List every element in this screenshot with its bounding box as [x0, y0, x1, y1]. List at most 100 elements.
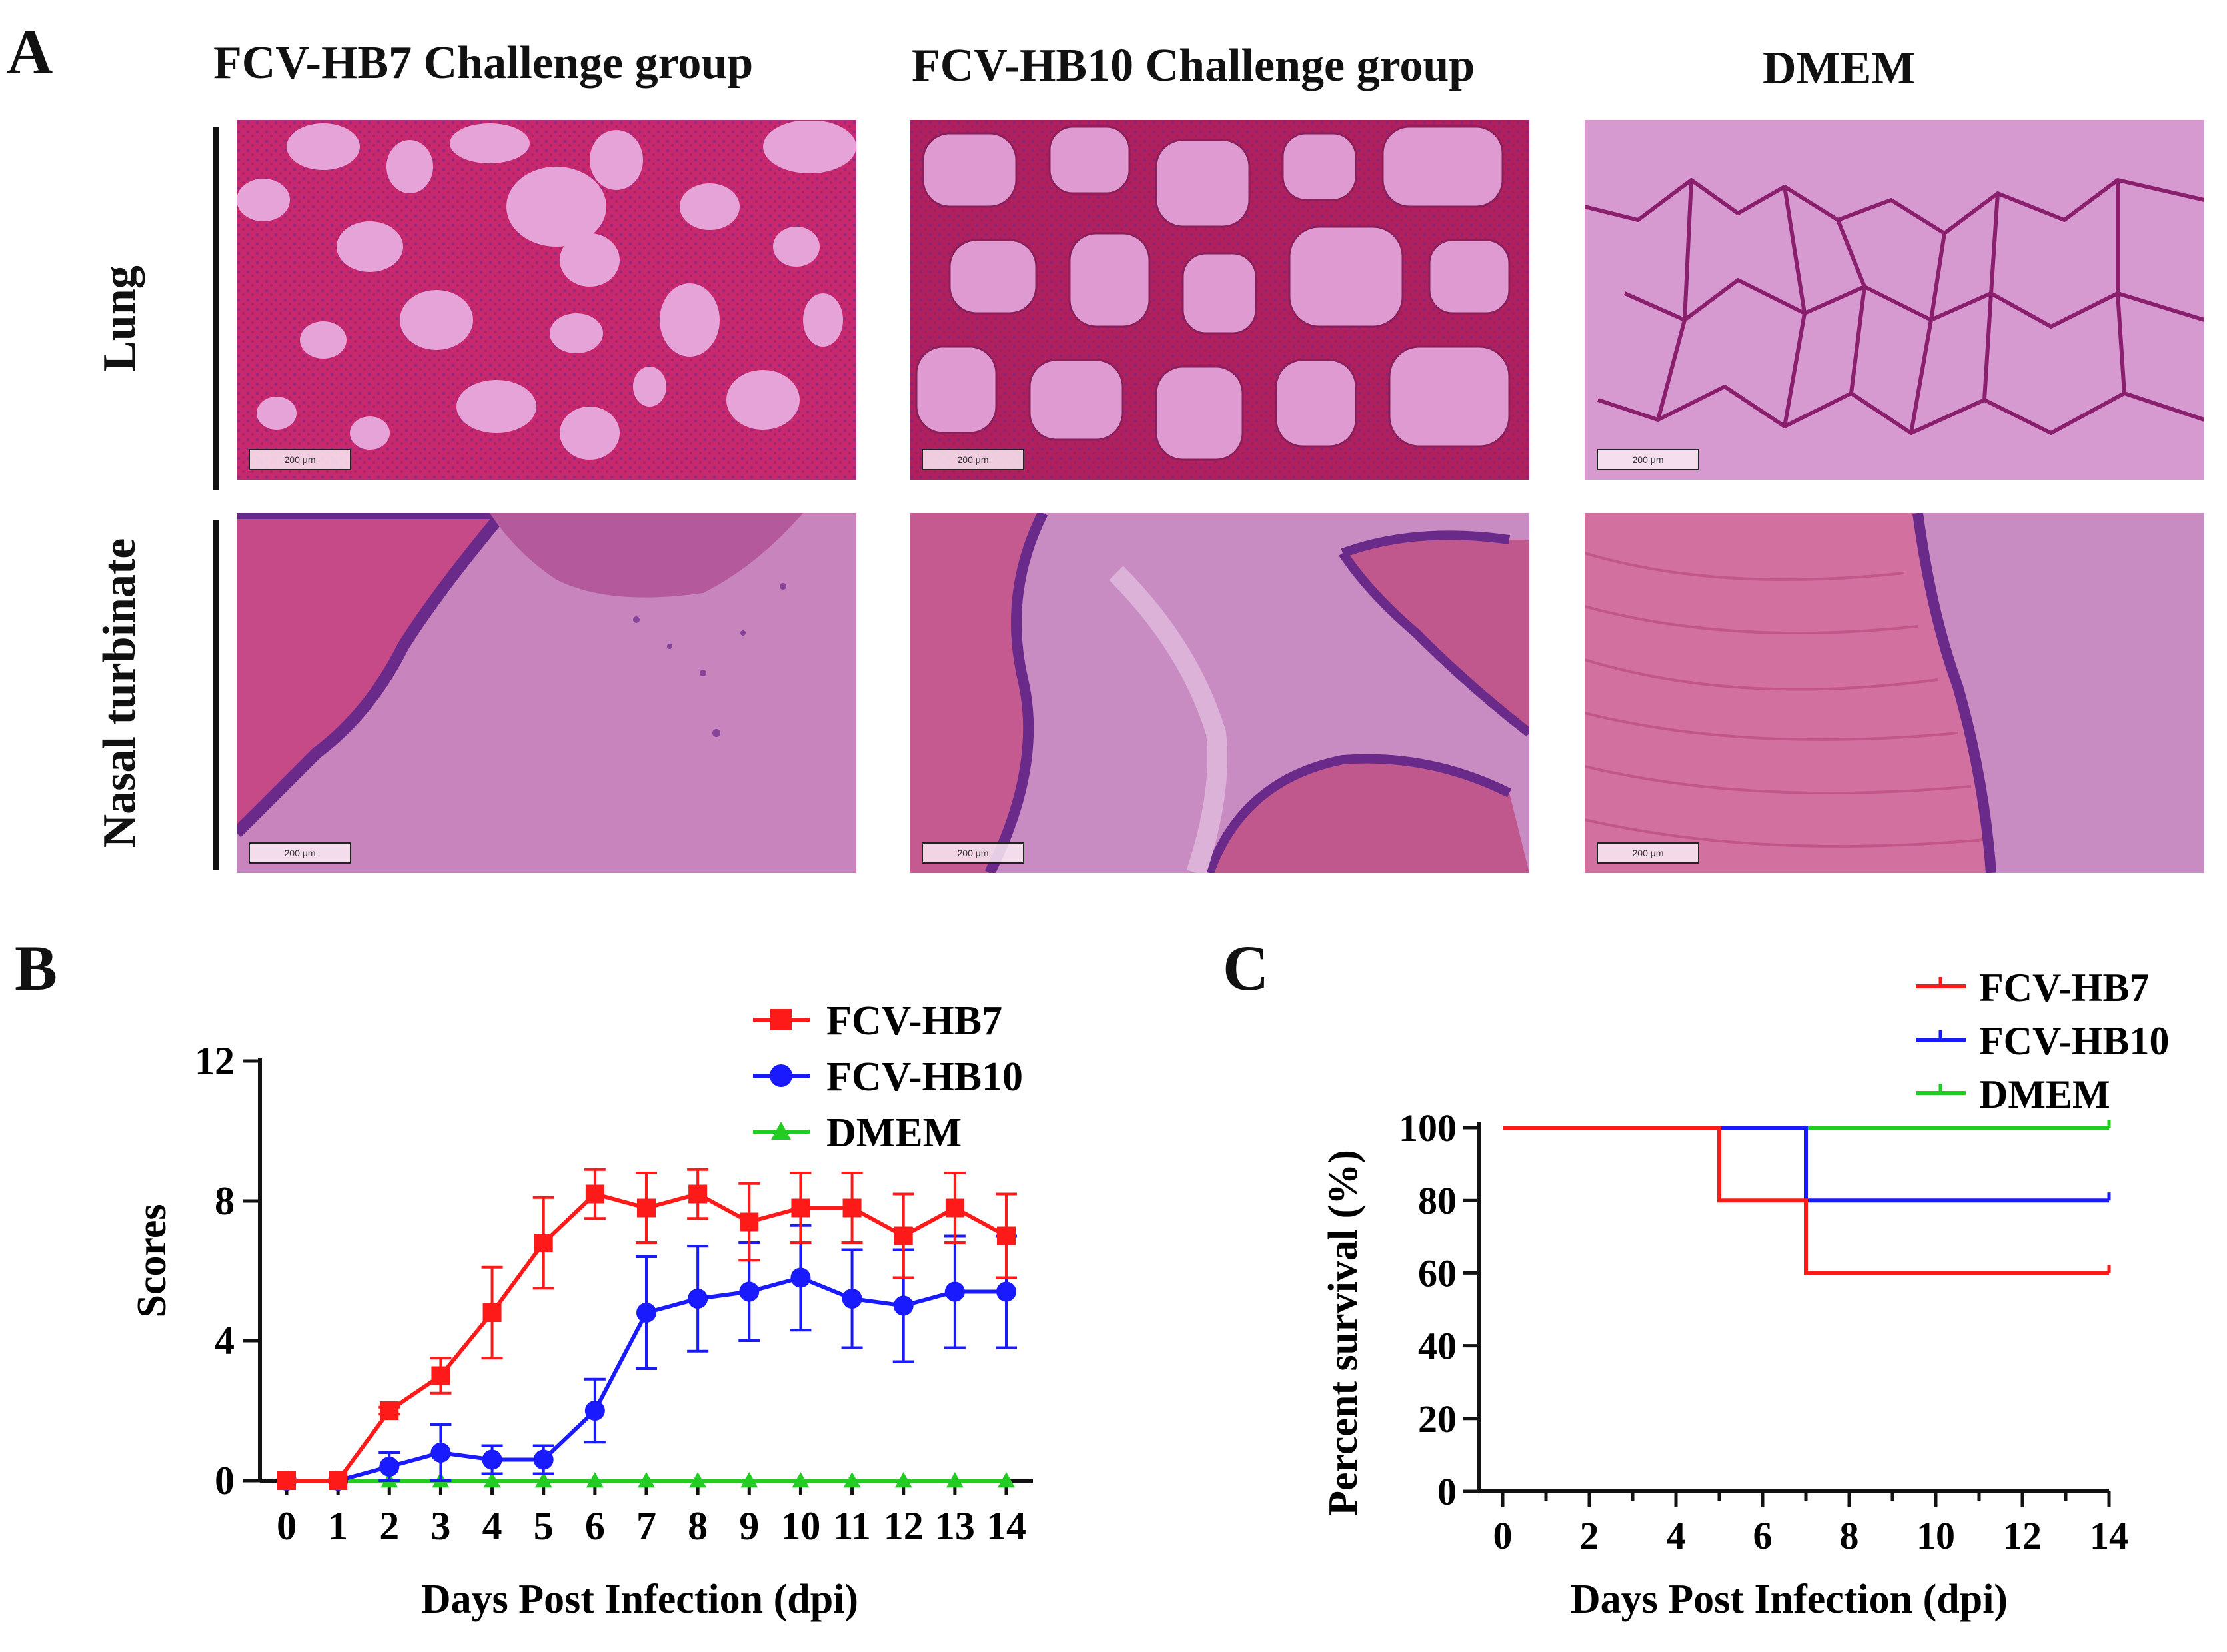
x-tick-label: 10 [1916, 1514, 1955, 1557]
scale-bar: 200 μm [1597, 842, 1699, 864]
micrograph-lung-dmem: 200 μm [1585, 120, 2204, 480]
data-point [638, 1472, 655, 1488]
column-title-hb7: FCV-HB7 Challenge group [213, 37, 754, 89]
scale-bar: 200 μm [249, 449, 351, 470]
data-point [739, 1281, 760, 1302]
y-tick-label: 8 [215, 1179, 235, 1223]
legend-item-dmem: DMEM [1916, 1072, 2110, 1116]
y-tick-label: 4 [215, 1319, 235, 1363]
micrograph-lung-hb7: 200 μm [237, 120, 856, 480]
x-tick-label: 2 [379, 1504, 399, 1548]
data-point [482, 1303, 502, 1322]
y-tick-label: 0 [215, 1459, 235, 1503]
micrograph-nasal-hb7: 200 μm [237, 513, 856, 873]
x-tick-label: 14 [986, 1504, 1026, 1548]
data-point [740, 1472, 758, 1488]
column-title-hb10: FCV-HB10 Challenge group [912, 40, 1475, 91]
data-point [379, 1457, 400, 1477]
legend-item-fcv-hb7: FCV-HB7 [1916, 966, 2150, 1010]
x-tick-label: 12 [2003, 1514, 2042, 1557]
panel-a-letter: A [7, 16, 53, 87]
data-point [380, 1401, 399, 1420]
data-point [584, 1401, 605, 1421]
data-point [894, 1472, 912, 1488]
y-tick-label: 100 [1399, 1106, 1457, 1150]
legend-label: FCV-HB7 [1979, 966, 2150, 1010]
data-point [688, 1289, 708, 1309]
data-point [998, 1472, 1015, 1488]
data-point [842, 1289, 862, 1309]
y-tick-label: 60 [1418, 1251, 1457, 1295]
y-tick-label: 12 [195, 1039, 235, 1083]
x-tick-label: 2 [1580, 1514, 1599, 1557]
data-point [792, 1472, 810, 1488]
series-fcv-hb7 [277, 1168, 1017, 1490]
data-point [996, 1281, 1016, 1302]
scale-bar: 200 μm [922, 842, 1024, 864]
x-tick-label: 4 [1667, 1514, 1686, 1557]
y-tick-label: 40 [1418, 1325, 1457, 1368]
x-tick-label: 3 [430, 1504, 450, 1548]
data-point [586, 1472, 604, 1488]
panel-b-letter: B [15, 932, 58, 1004]
data-point [534, 1472, 552, 1488]
x-tick-label: 7 [636, 1504, 656, 1548]
legend-label: DMEM [826, 1110, 962, 1156]
series-fcv-hb7 [1503, 1126, 2111, 1275]
x-tick-label: 0 [1493, 1514, 1513, 1557]
data-point [997, 1226, 1016, 1245]
micrograph-lung-hb10: 200 μm [910, 120, 1529, 480]
x-axis-label: Days Post Infection (dpi) [421, 1577, 858, 1622]
legend-marker [770, 1009, 792, 1030]
legend-label: FCV-HB10 [826, 1054, 1023, 1100]
data-point [636, 1303, 656, 1323]
data-point [533, 1449, 554, 1470]
micrograph-nasal-hb10: 200 μm [910, 513, 1529, 873]
survival-step-line [1503, 1126, 2109, 1203]
x-tick-label: 4 [482, 1504, 502, 1548]
x-tick-label: 14 [2090, 1514, 2128, 1557]
data-point [843, 1472, 861, 1488]
data-point [329, 1471, 348, 1490]
series-fcv-hb10 [277, 1224, 1017, 1491]
column-title-dmem: DMEM [1763, 43, 1916, 94]
data-point [431, 1366, 450, 1385]
y-tick-label: 20 [1418, 1397, 1457, 1441]
series-dmem [278, 1472, 1015, 1488]
x-tick-label: 6 [1753, 1514, 1773, 1557]
data-point [534, 1234, 553, 1252]
legend-marker [771, 1122, 791, 1140]
scale-bar: 200 μm [1597, 449, 1699, 470]
legend-marker [770, 1064, 792, 1087]
data-point [482, 1449, 502, 1470]
row-bar-lung [213, 127, 219, 490]
legend-label: FCV-HB10 [1979, 1019, 2170, 1063]
x-tick-label: 9 [739, 1504, 759, 1548]
data-point [483, 1472, 501, 1488]
data-point [430, 1443, 451, 1463]
legend-label: DMEM [1979, 1072, 2110, 1116]
x-tick-label: 0 [277, 1504, 297, 1548]
row-bar-nasal [213, 520, 219, 870]
x-tick-label: 5 [534, 1504, 554, 1548]
x-tick-label: 13 [935, 1504, 975, 1548]
data-point [944, 1281, 965, 1302]
data-point [791, 1198, 810, 1218]
x-tick-label: 10 [780, 1504, 820, 1548]
scale-bar: 200 μm [922, 449, 1024, 470]
micrograph-nasal-dmem: 200 μm [1585, 513, 2204, 873]
x-tick-label: 11 [833, 1504, 871, 1548]
y-tick-label: 80 [1418, 1179, 1457, 1222]
legend-item-fcv-hb10: FCV-HB10 [753, 1054, 1023, 1100]
scale-bar: 200 μm [249, 842, 351, 864]
legend-item-fcv-hb7: FCV-HB7 [753, 998, 1002, 1044]
data-point [945, 1198, 964, 1218]
data-point [790, 1267, 811, 1288]
data-point [740, 1212, 759, 1232]
x-tick-label: 12 [884, 1504, 924, 1548]
data-point [688, 1184, 708, 1204]
data-point [894, 1226, 913, 1245]
data-point [689, 1472, 707, 1488]
row-label-lung: Lung [94, 265, 145, 372]
